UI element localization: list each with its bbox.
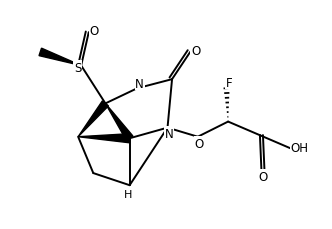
Text: O: O bbox=[258, 170, 268, 183]
Polygon shape bbox=[78, 134, 130, 143]
Text: S: S bbox=[74, 61, 81, 74]
Text: N: N bbox=[135, 77, 144, 90]
Text: O: O bbox=[194, 137, 203, 150]
Text: O: O bbox=[191, 45, 200, 58]
Text: H: H bbox=[124, 189, 132, 199]
Text: F: F bbox=[226, 76, 232, 89]
Polygon shape bbox=[39, 49, 81, 66]
Text: N: N bbox=[165, 127, 173, 140]
Text: O: O bbox=[90, 25, 99, 38]
Polygon shape bbox=[78, 101, 109, 137]
Text: OH: OH bbox=[290, 141, 308, 154]
Polygon shape bbox=[105, 104, 133, 141]
